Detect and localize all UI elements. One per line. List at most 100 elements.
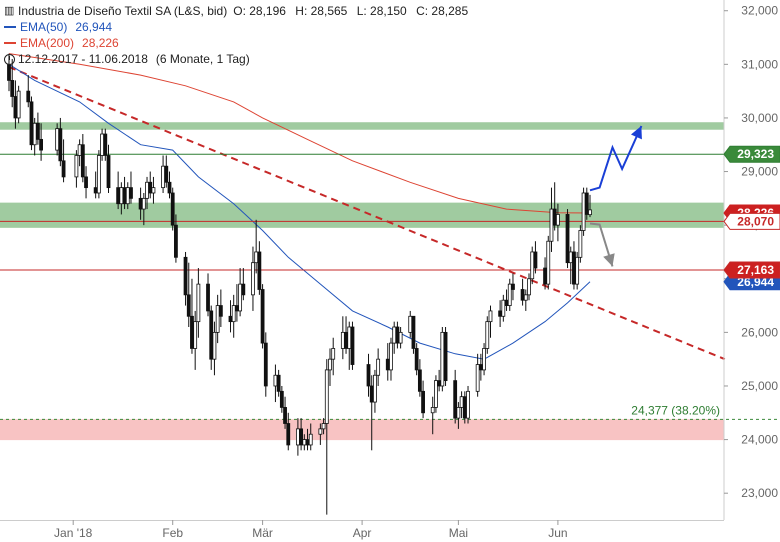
candle[interactable] [376,348,381,386]
legend-ema50[interactable]: EMA(50) 26,944 [4,19,468,35]
candle[interactable] [77,139,82,167]
candle[interactable] [556,203,560,242]
candle[interactable] [520,278,525,306]
candle[interactable] [215,294,220,344]
candle[interactable] [161,155,165,193]
candle[interactable] [411,315,416,354]
candle[interactable] [478,353,483,381]
candle[interactable] [488,305,493,338]
candle[interactable] [13,80,18,129]
candle[interactable] [462,391,467,424]
candle[interactable] [511,273,515,301]
candle[interactable] [32,117,37,156]
candle[interactable] [218,289,223,328]
candle[interactable] [440,327,445,392]
candle[interactable] [408,310,413,338]
candle[interactable] [206,273,210,317]
candle[interactable] [417,359,422,397]
candle[interactable] [549,187,554,252]
candle[interactable] [148,171,153,199]
candle[interactable] [276,369,281,397]
candle[interactable] [546,235,551,290]
candle[interactable] [193,310,198,370]
candle[interactable] [501,294,506,322]
candle[interactable] [350,321,355,370]
candle[interactable] [398,327,403,349]
candle[interactable] [116,171,121,210]
candle[interactable] [430,396,435,435]
candle[interactable] [581,187,586,236]
candle[interactable] [485,316,490,354]
candle[interactable] [328,348,332,386]
candle[interactable] [129,171,133,204]
candle[interactable] [80,134,85,183]
candle[interactable] [392,321,397,354]
candle[interactable] [96,150,101,199]
candle[interactable] [584,187,589,220]
candle[interactable] [279,385,284,413]
candle[interactable] [395,321,400,349]
candle[interactable] [174,214,178,263]
candle[interactable] [385,343,390,381]
candle[interactable] [231,294,236,338]
candle[interactable] [39,123,43,161]
candle[interactable] [273,364,278,403]
candle[interactable] [443,327,448,386]
candle[interactable] [29,96,34,151]
candle[interactable] [459,391,464,419]
candle[interactable] [373,369,377,413]
candle[interactable] [167,171,172,199]
candle[interactable] [347,321,352,370]
candle[interactable] [482,343,486,376]
candle[interactable] [572,241,576,290]
candle[interactable] [498,300,503,328]
candle[interactable] [286,412,291,451]
candle[interactable] [100,128,104,161]
candle[interactable] [568,246,573,285]
candle[interactable] [527,273,531,301]
candle[interactable] [340,316,345,360]
candle[interactable] [212,321,217,376]
candle[interactable] [283,396,287,429]
legend-ema200[interactable]: EMA(200) 28,226 [4,35,468,51]
candle[interactable] [565,209,570,269]
candle[interactable] [106,144,111,193]
candle[interactable] [183,251,188,306]
candle[interactable] [466,385,470,424]
candle[interactable] [308,423,313,451]
candle[interactable] [164,155,169,188]
candle[interactable] [366,353,371,397]
candle[interactable] [103,128,108,161]
candle[interactable] [61,139,66,183]
candle[interactable] [414,343,419,376]
candle[interactable] [475,353,480,397]
candle[interactable] [263,332,268,397]
candle[interactable] [389,337,393,381]
candle[interactable] [578,225,583,263]
candle[interactable] [26,75,31,108]
candle[interactable] [58,117,63,167]
candle[interactable] [196,268,201,338]
candle[interactable] [260,284,265,349]
candle[interactable] [504,289,509,311]
candle[interactable] [257,241,262,295]
candle[interactable] [299,418,304,451]
candle[interactable] [241,268,246,301]
candle[interactable] [530,246,535,285]
candle[interactable] [141,192,146,226]
candle[interactable] [533,241,538,274]
candle[interactable] [434,375,438,413]
candle[interactable] [235,284,239,322]
candle[interactable] [437,369,442,392]
candle[interactable] [74,150,79,188]
candle[interactable] [186,262,191,328]
candle[interactable] [318,423,323,445]
candle[interactable] [344,316,348,354]
candle[interactable] [575,251,580,290]
candle[interactable] [190,278,194,354]
candle[interactable] [209,305,214,370]
candle[interactable] [10,58,15,108]
candle[interactable] [170,187,175,231]
candle[interactable] [331,337,336,376]
